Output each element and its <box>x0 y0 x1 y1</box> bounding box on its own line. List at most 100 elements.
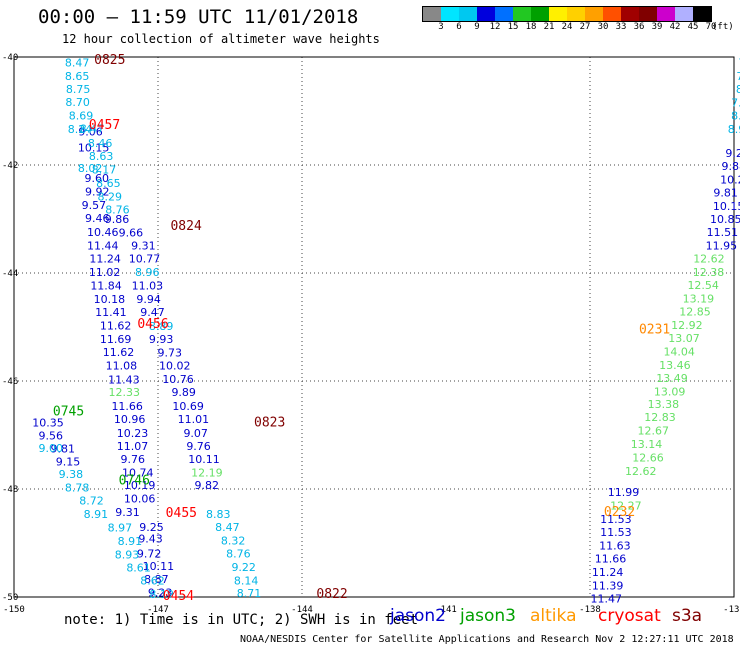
swh-value-label: 10.15 <box>713 200 740 213</box>
swh-value-label: 11.53 <box>600 513 632 526</box>
swh-value-label: 8.72 <box>79 494 104 507</box>
y-tick-label: -44 <box>2 269 18 279</box>
swh-value-label: 9.82 <box>194 479 219 492</box>
legend-label: 30 <box>597 22 609 32</box>
swh-value-label: 9.56 <box>38 430 63 443</box>
x-tick-label: -141 <box>435 605 457 615</box>
x-tick-label: -138 <box>579 605 601 615</box>
pass-time-label: 0823 <box>254 416 285 431</box>
swh-value-label: 10.77 <box>129 252 161 265</box>
swh-value-label: 12.33 <box>109 386 141 399</box>
swh-value-label: 11.02 <box>89 266 121 279</box>
swh-value-label: 11.44 <box>87 239 119 252</box>
swh-value-label: 9.76 <box>186 440 211 453</box>
swh-value-label: 9.60 <box>85 172 110 185</box>
swh-value-label: 8.17 <box>92 163 117 176</box>
legend-label: 21 <box>543 22 555 32</box>
legend-swatch <box>459 7 477 21</box>
swh-value-label: 11.43 <box>108 373 140 386</box>
swh-value-label: 9.88 <box>722 160 740 173</box>
legend-swatch <box>657 7 675 21</box>
x-tick-label: -135 <box>723 605 740 615</box>
swh-value-label: 8.70 <box>65 96 90 109</box>
swh-value-label: 10.74 <box>122 466 154 479</box>
swh-value-label: 9.92 <box>85 185 110 198</box>
swh-value-label: 9.94 <box>136 293 161 306</box>
swh-value-label: 11.66 <box>595 553 627 566</box>
swh-value-label: 11.63 <box>599 540 631 553</box>
swh-value-label: 9.43 <box>138 533 163 546</box>
swh-value-label: 10.06 <box>124 493 156 506</box>
swh-value-label: 8.19 <box>149 588 174 601</box>
swh-value-label: 8.90 <box>728 123 740 136</box>
swh-value-label: 11.62 <box>100 319 132 332</box>
swh-value-label: 8.47 <box>215 521 240 534</box>
swh-value-label: 9.47 <box>140 306 165 319</box>
swh-value-label: 12.54 <box>687 279 719 292</box>
legend-label: 15 <box>507 22 519 32</box>
legend-label: 12 <box>489 22 501 32</box>
legend-label: 3 <box>438 22 444 32</box>
swh-value-label: 9.31 <box>131 239 156 252</box>
swh-value-label: 9.66 <box>119 227 144 240</box>
swh-value-label: 11.39 <box>592 580 624 593</box>
swh-value-label: 8.29 <box>98 190 123 203</box>
swh-value-label: 8.93 <box>115 548 140 561</box>
pass-time-label: 0456 <box>137 317 168 332</box>
swh-value-label: 12.19 <box>191 466 223 479</box>
legend-label: 45 <box>687 22 699 32</box>
pass-time-label: 0231 <box>639 323 670 338</box>
swh-value-label: 7.99 <box>731 96 740 109</box>
swh-value-label: 8.25 <box>731 109 740 122</box>
swh-value-label: 8.96 <box>135 266 160 279</box>
swh-value-label: 8.71 <box>237 587 262 600</box>
swh-value-label: 13.49 <box>656 372 688 385</box>
swh-value-label: 11.84 <box>90 279 122 292</box>
swh-value-label: 8.46 <box>88 137 113 150</box>
swh-value-label: 8.78 <box>65 481 90 494</box>
legend-label: 42 <box>669 22 681 32</box>
swh-value-label: 8.02 <box>78 162 103 175</box>
swh-value-label: 11.24 <box>592 566 624 579</box>
pass-time-label: 0232 <box>604 505 635 520</box>
swh-value-label: 10.35 <box>32 417 64 430</box>
swh-value-label: 8.14 <box>234 574 259 587</box>
swh-value-label: 10.23 <box>117 427 149 440</box>
legend-swatch <box>441 7 459 21</box>
swh-value-label: 11.41 <box>95 306 127 319</box>
swh-value-label: 14.04 <box>663 345 695 358</box>
swh-value-label: 12.27 <box>610 500 642 513</box>
satellite-s3a: s3a <box>672 606 703 626</box>
swh-value-label: 8.83 <box>206 508 231 521</box>
swh-value-label: 8.91 <box>84 508 109 521</box>
swh-value-label: 13.07 <box>668 332 700 345</box>
swh-value-label: 9.20 <box>725 147 740 160</box>
legend-label: 9 <box>474 22 480 32</box>
legend-swatch <box>513 7 531 21</box>
legend-swatch <box>621 7 639 21</box>
pass-time-label: 0822 <box>316 587 347 602</box>
legend-label: 36 <box>633 22 645 32</box>
swh-value-label: 11.95 <box>706 239 738 252</box>
footer-note: note: 1) Time is in UTC; 2) SWH is in fe… <box>64 612 419 628</box>
pass-time-label: 0824 <box>170 219 201 234</box>
swh-value-label: 11.07 <box>117 440 149 453</box>
legend-swatch <box>549 7 567 21</box>
legend-swatch <box>693 7 711 21</box>
swh-value-label: 10.18 <box>94 293 126 306</box>
swh-value-label: 11.62 <box>103 346 135 359</box>
swh-value-label: 9.72 <box>137 547 162 560</box>
swh-value-label: 9.31 <box>115 506 140 519</box>
legend-label: 70 <box>705 22 717 32</box>
legend-swatch <box>531 7 549 21</box>
legend-label: 24 <box>561 22 573 32</box>
swh-value-label: 8.65 <box>65 70 90 83</box>
swh-value-label: 10.27 <box>720 174 740 187</box>
swh-value-label: 7.7 <box>736 70 740 83</box>
legend-unit: (ft) <box>712 22 734 32</box>
swh-value-label: 8.32 <box>221 534 246 547</box>
swh-value-label: 12.62 <box>625 465 657 478</box>
legend-label: 33 <box>615 22 627 32</box>
color-scale-legend <box>422 6 712 22</box>
